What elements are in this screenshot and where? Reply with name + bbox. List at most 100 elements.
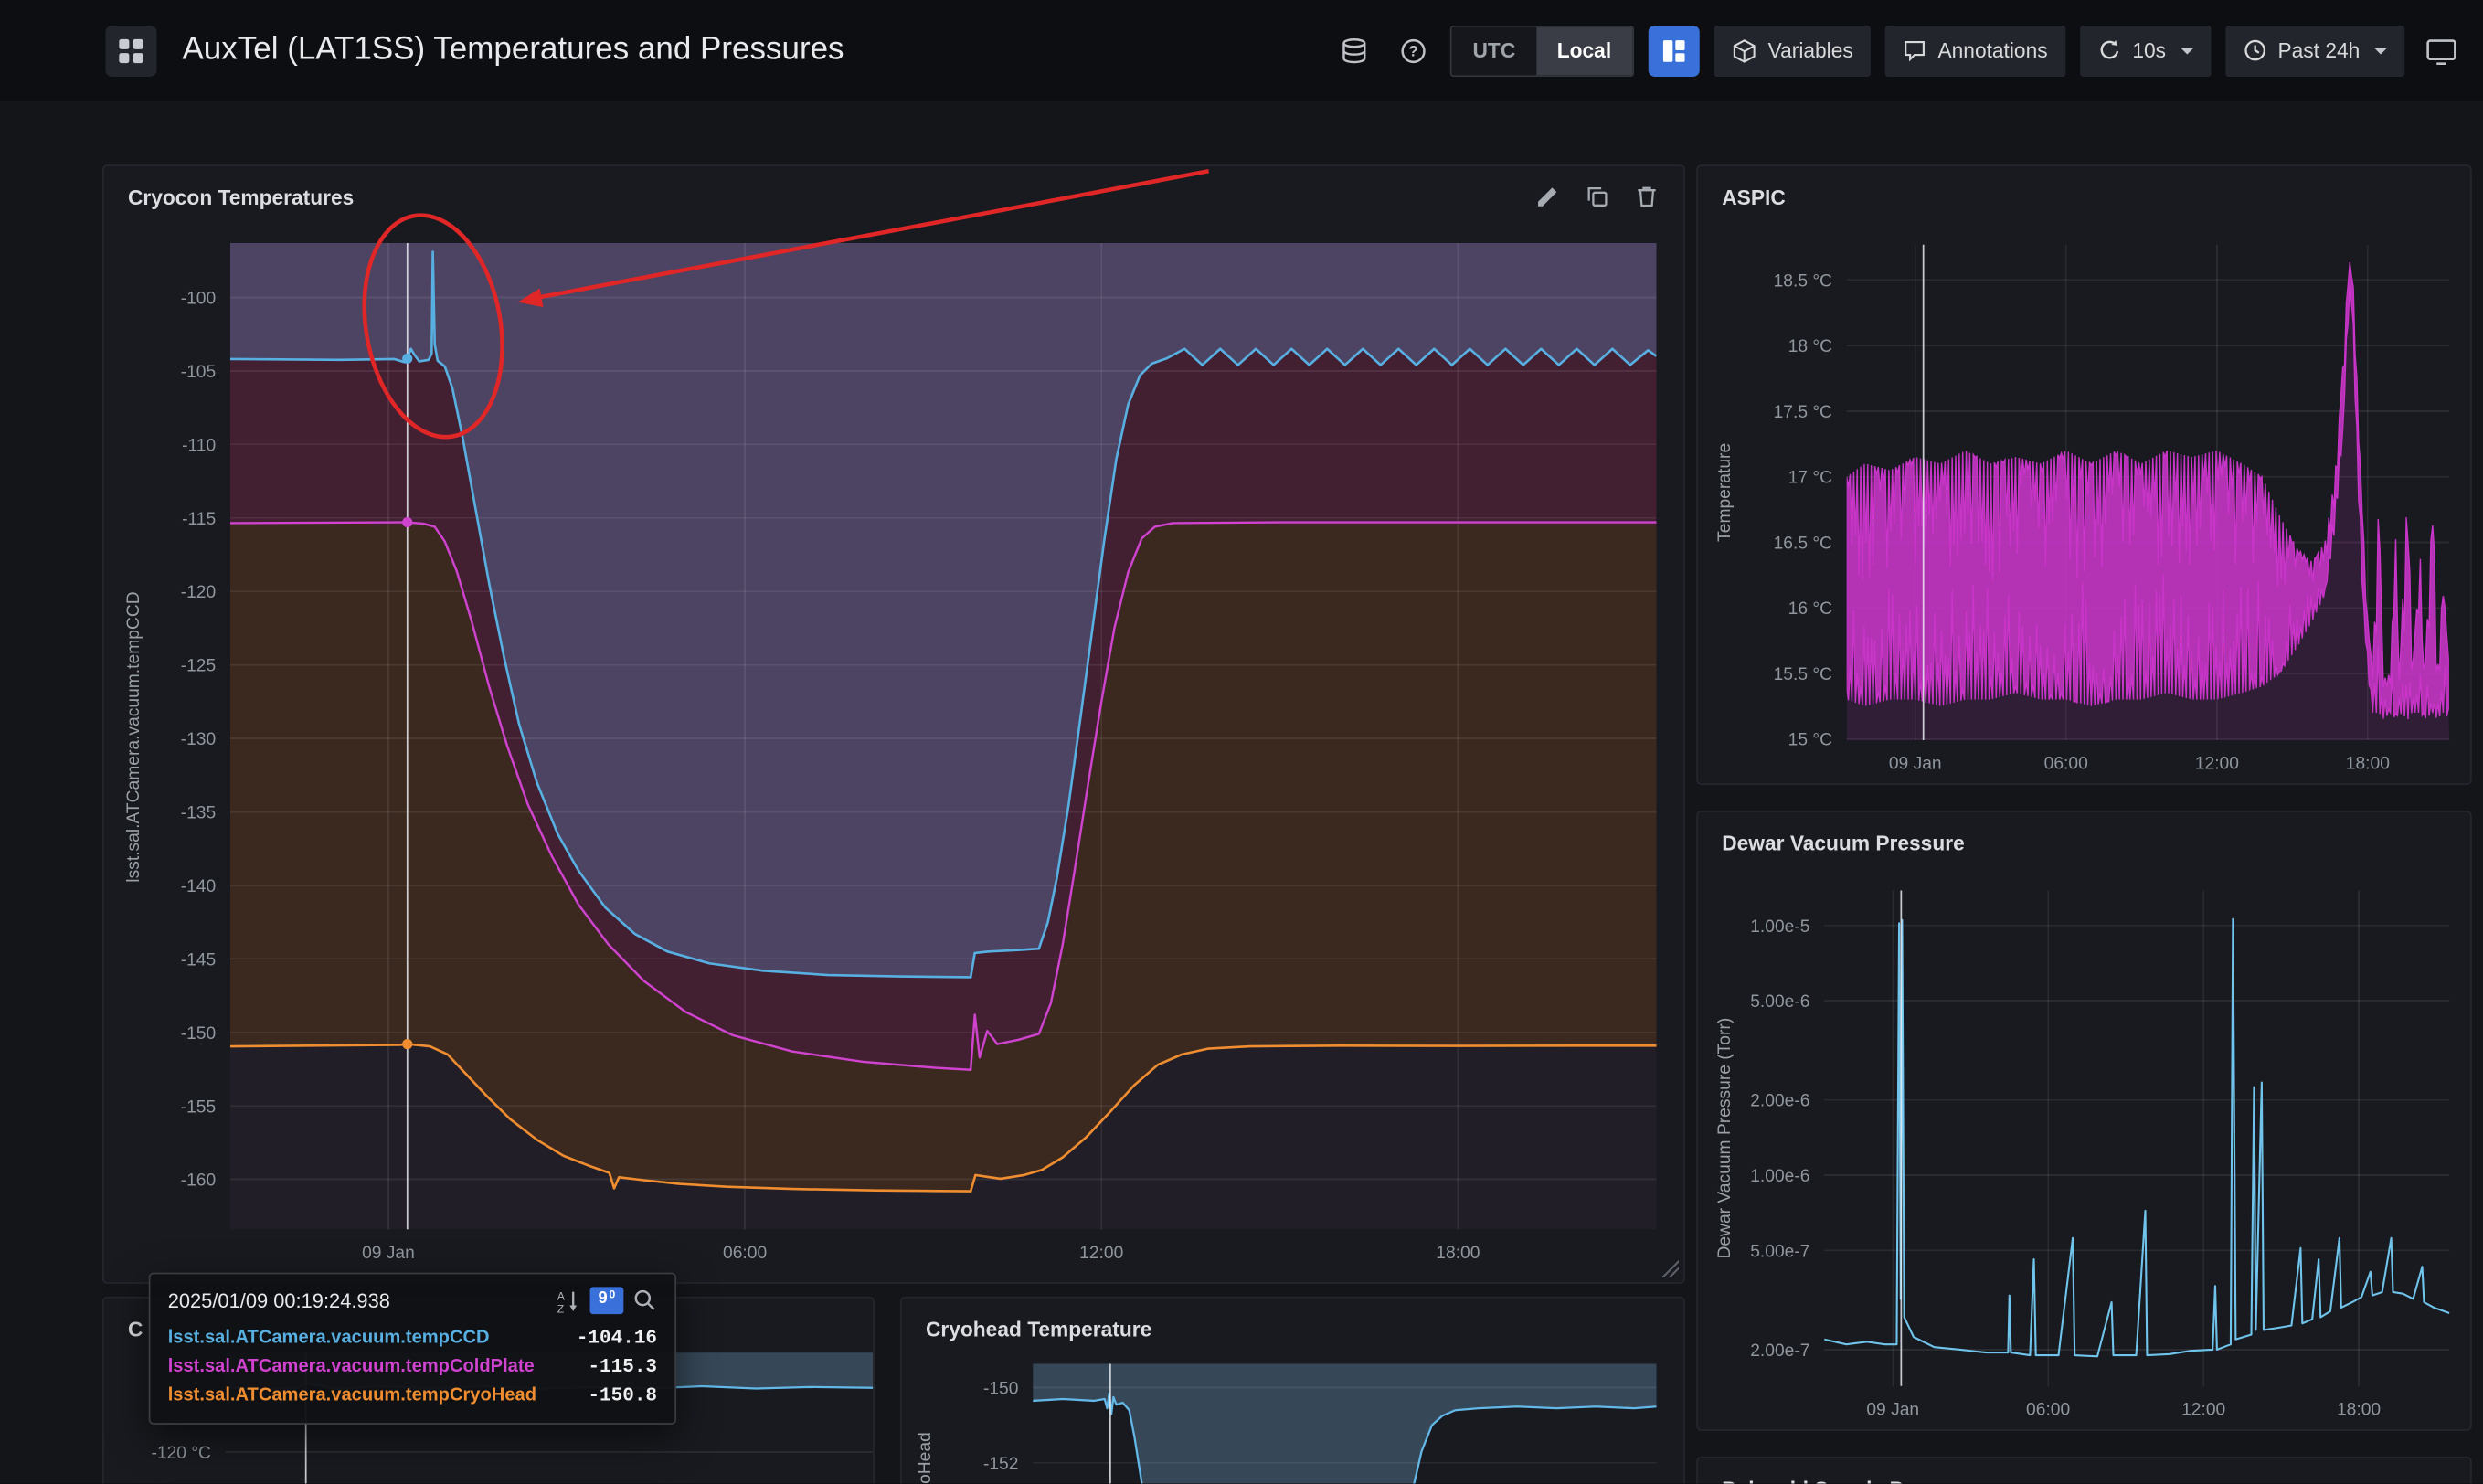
y-tick-label: -110 [182,436,216,455]
y-tick-label: 5.00e-7 [1750,1242,1809,1261]
y-tick-label: 15.5 °C [1774,665,1832,684]
x-tick-label: 12:00 [2195,755,2239,774]
y-tick-label: -105 [181,363,217,382]
tooltip-timestamp: 2025/01/09 00:19:24.938 [168,1289,390,1311]
plot-area [1824,890,2449,1385]
time-range-label: Past 24h [2277,38,2360,62]
aspic-chart[interactable]: 18.5 °C18 °C17.5 °C17 °C16.5 °C16 °C15.5… [1847,245,2450,740]
edit-panel-button[interactable] [1535,184,1561,209]
sort-icon[interactable]: A Z [557,1288,580,1313]
panel-polycold: Polycold Supply Pressure [1696,1457,2472,1484]
y-tick-label: -115 [182,510,216,529]
panel-title: Cryocon Temperatures [128,185,354,208]
y-tick-label: 5.00e-6 [1750,992,1809,1012]
x-tick-label: 12:00 [2181,1400,2225,1419]
dashboard-title: AuxTel (LAT1SS) Temperatures and Pressur… [182,32,844,69]
panel-actions [1535,184,1660,209]
dashboards-button[interactable] [105,25,156,76]
panel-header[interactable]: Cryocon Temperatures [104,166,1684,227]
x-tick-label: 18:00 [2337,1400,2381,1419]
copy-icon [1585,184,1610,209]
panel-title: Dewar Vacuum Pressure [1722,831,1964,854]
decimals-icon[interactable]: 90 [590,1287,624,1314]
y-tick-label: -150 [181,1024,217,1044]
panel-title: C [128,1317,143,1341]
panel-header[interactable]: ASPIC [1698,166,2470,227]
tooltip-row: lsst.sal.ATCamera.vacuum.tempCryoHead -1… [168,1384,657,1406]
panel-title: ASPIC [1722,185,1786,208]
navbar-actions: ? UTC Local Variables [1332,25,2464,76]
svg-text:A: A [557,1288,566,1301]
local-button[interactable]: Local [1536,26,1632,74]
crosshair-marker [402,517,412,527]
monitor-icon [2425,36,2457,64]
y-tick-label: 2.00e-6 [1750,1092,1809,1111]
y-tick-label: -100 [181,289,217,308]
magnifier-icon[interactable] [633,1288,657,1312]
apps-grid-icon [115,35,147,67]
panel-title: Cryohead Temperature [926,1317,1151,1341]
utc-button[interactable]: UTC [1452,26,1536,74]
refresh-button[interactable]: 10s [2080,25,2211,76]
y-tick-label: -155 [181,1097,217,1117]
duplicate-panel-button[interactable] [1585,184,1610,209]
annotations-button[interactable]: Annotations [1885,25,2065,76]
y-tick-label: 1.00e-6 [1750,1167,1809,1186]
x-tick-label: 12:00 [1079,1244,1123,1263]
x-tick-label: 09 Jan [1866,1400,1919,1419]
x-tick-label: 18:00 [2346,755,2390,774]
svg-text:Z: Z [557,1301,565,1313]
time-range-button[interactable]: Past 24h [2225,25,2405,76]
y-tick-label: -150 [983,1380,1019,1399]
tooltip-header: 2025/01/09 00:19:24.938 A Z 90 [168,1287,657,1314]
x-tick-label: 06:00 [2026,1400,2070,1419]
y-tick-label: -125 [181,657,217,676]
y-tick-label: -160 [181,1171,217,1191]
y-tick-label: 17.5 °C [1774,403,1832,422]
pencil-icon [1535,184,1561,209]
y-tick-label: -120 [181,583,217,602]
x-tick-label: 18:00 [1436,1244,1480,1263]
panel-header[interactable]: Polycold Supply Pressure [1698,1458,2470,1484]
panel-title: Polycold Supply Pressure [1722,1477,1979,1484]
help-button[interactable]: ? [1391,25,1436,76]
y-tick-label: 17 °C [1788,469,1832,488]
panel-layout-icon [1660,36,1688,64]
delete-panel-button[interactable] [1634,184,1660,209]
cube-icon [1731,37,1756,63]
series-value: -115.3 [588,1356,657,1378]
kiosk-mode-button[interactable] [2419,25,2464,76]
panel-dewar: Dewar Vacuum Pressure Dewar Vacuum Press… [1696,811,2472,1431]
plot-area [230,243,1657,1229]
panel-cryocon: Cryocon Temperatures [102,164,1685,1284]
y-axis-label: Dewar Vacuum Pressure (Torr) [1715,1018,1735,1259]
annotations-label: Annotations [1937,38,2047,62]
variables-label: Variables [1768,38,1853,62]
y-axis-label: lsst.sal.ATCamera.vacuum.tempCCD [124,591,143,882]
timezone-toggle: UTC Local [1450,25,1634,76]
database-icon [1340,36,1368,64]
magnifier-glass-icon [633,1288,657,1312]
variables-button[interactable]: Variables [1714,25,1871,76]
help-icon: ? [1399,36,1427,64]
annotation-icon [1903,38,1926,62]
sort-az-icon: A Z [557,1288,580,1313]
chart-cryocon-svg: -100-105-110-115-120-125-130-135-140-145… [230,243,1657,1229]
crosshair-marker [402,354,412,364]
y-tick-label: 18.5 °C [1774,271,1832,291]
y-tick-label: -145 [181,950,217,970]
cryohead-chart[interactable]: -150-152 [1033,1363,1656,1483]
plot-area [1033,1363,1656,1483]
panel-header[interactable]: Cryohead Temperature [902,1298,1684,1359]
cryocon-chart[interactable]: -100-105-110-115-120-125-130-135-140-145… [230,243,1657,1229]
series-label: lsst.sal.ATCamera.vacuum.tempCCD [168,1329,490,1348]
series-line [1824,919,2449,1356]
panels-button[interactable] [1648,25,1699,76]
datasource-button[interactable] [1332,25,1377,76]
dewar-chart[interactable]: 1.00e-55.00e-62.00e-61.00e-65.00e-72.00e… [1824,890,2449,1385]
svg-text:?: ? [1409,42,1418,59]
panel-header[interactable]: Dewar Vacuum Pressure [1698,812,2470,873]
refresh-icon [2097,38,2121,62]
y-tick-label: 16 °C [1788,599,1832,619]
panel-resize-handle[interactable] [1660,1258,1679,1277]
